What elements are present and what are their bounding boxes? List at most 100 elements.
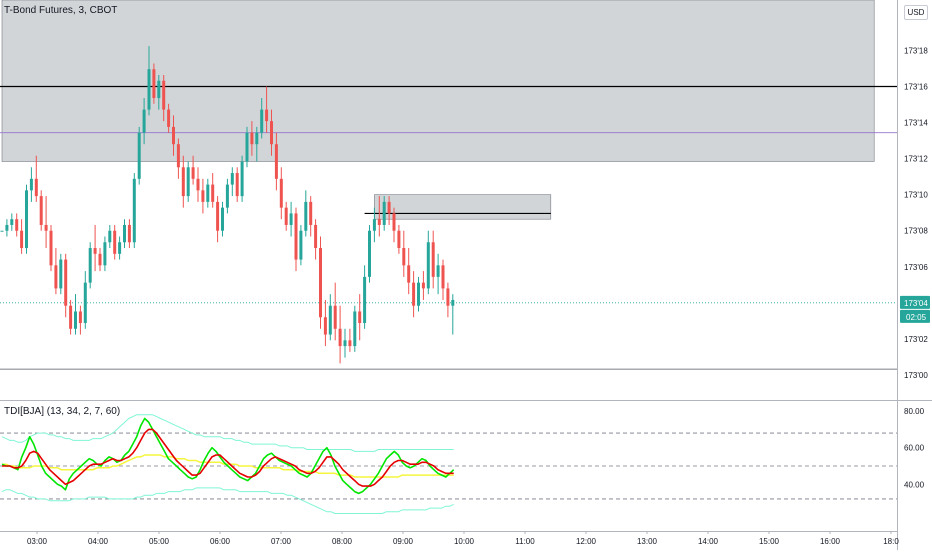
candle-body (421, 282, 425, 289)
candle-body (25, 190, 28, 249)
candle-body (328, 305, 332, 335)
candle-body (83, 282, 87, 324)
candle-body (132, 178, 136, 243)
candle-body (0, 230, 4, 232)
time-tick-label: 07:00 (271, 537, 292, 546)
candle-body (368, 230, 371, 277)
tdi-signal-line (2, 428, 454, 487)
candle-body (299, 230, 303, 260)
price-tick-label: 173'08 (904, 227, 928, 236)
candle-body (446, 288, 450, 306)
candle-body (196, 178, 200, 191)
time-tick-label: 10:00 (454, 537, 475, 546)
candle-body (15, 219, 19, 231)
candle-body (64, 259, 68, 306)
time-tick-label: 16:00 (820, 537, 841, 546)
last-price-label: 173'04 (904, 299, 928, 308)
candle-body (147, 69, 151, 110)
price-tick-label: 173'02 (904, 335, 928, 344)
price-tick-label: 173'10 (904, 191, 928, 200)
candle-body (59, 259, 63, 289)
zone-rect-1 (374, 194, 552, 220)
candle-body (407, 265, 411, 283)
candle-body (451, 299, 455, 306)
candle-body (397, 230, 401, 249)
candle-body (10, 219, 14, 225)
indicator-title: TDI[BJA] (13, 34, 2, 7, 60) (4, 406, 121, 417)
candle-body (206, 184, 210, 202)
candle-body (123, 224, 126, 243)
candle-body (127, 224, 131, 243)
candle-body (417, 282, 420, 306)
price-tick-label: 173'12 (904, 155, 928, 164)
candle-body (181, 167, 185, 197)
candle-body (265, 109, 269, 122)
candle-body (172, 126, 175, 145)
candle-body (372, 219, 376, 231)
candle-body (29, 178, 33, 191)
candle-body (245, 132, 249, 162)
candle-body (426, 242, 430, 289)
candle-body (279, 178, 283, 208)
time-tick-label: 06:00 (210, 537, 231, 546)
candle-body (113, 230, 117, 254)
candle-body (323, 317, 327, 335)
time-tick-label: 05:00 (149, 537, 170, 546)
candle-body (39, 196, 43, 225)
candle-body (88, 248, 92, 283)
candle-body (240, 161, 244, 197)
candle-body (260, 109, 264, 133)
time-tick-label: 18:0 (883, 537, 899, 546)
candle-body (441, 265, 445, 289)
symbol-title: T-Bond Futures, 3, CBOT (4, 5, 118, 16)
candle-body (221, 207, 224, 231)
candle-body (20, 230, 24, 249)
zone-rect-0 (1, 0, 875, 162)
candle-body (186, 167, 190, 197)
countdown-badge (900, 309, 930, 323)
candle-body (44, 224, 48, 231)
candle-body (118, 242, 122, 254)
time-tick-label: 14:00 (698, 537, 719, 546)
price-tick-label: 173'00 (904, 371, 928, 380)
time-tick-label: 12:00 (576, 537, 597, 546)
candle-body (348, 340, 352, 347)
candle-body (309, 201, 313, 225)
candle-body (235, 173, 239, 197)
price-tick-label: 173'16 (904, 83, 928, 92)
candle-body (377, 219, 381, 225)
indicator-tick-label: 60.00 (904, 444, 925, 453)
indicator-tick-label: 80.00 (904, 407, 925, 416)
candle-body (167, 109, 171, 127)
candle-body (343, 340, 347, 347)
candle-body (304, 201, 308, 231)
tdi-rsi-line (1, 417, 455, 495)
time-tick-label: 11:00 (515, 537, 535, 546)
time-tick-label: 15:00 (759, 537, 780, 546)
candle-body (49, 230, 53, 266)
candle-body (69, 305, 73, 329)
candle-body (314, 224, 318, 249)
candle-body (387, 201, 391, 214)
candle-body (201, 190, 205, 202)
candle-body (5, 224, 9, 231)
candle-body (98, 253, 102, 266)
candle-body (142, 109, 146, 133)
candle-body (78, 311, 82, 324)
candle-body (54, 265, 58, 289)
candle-body (176, 144, 180, 168)
candle-body (358, 311, 362, 324)
tdi-band-upper-line (1, 414, 454, 452)
candle-body (230, 173, 234, 185)
price-tick-label: 173'14 (904, 119, 928, 128)
currency-button[interactable]: USD (904, 5, 928, 20)
tdi-band-lower-line (1, 487, 454, 514)
candle-body (216, 201, 220, 231)
candle-body (152, 69, 156, 99)
time-tick-label: 08:00 (332, 537, 353, 546)
candle-body (250, 132, 254, 145)
candle-body (162, 80, 166, 110)
time-tick-label: 13:00 (637, 537, 658, 546)
